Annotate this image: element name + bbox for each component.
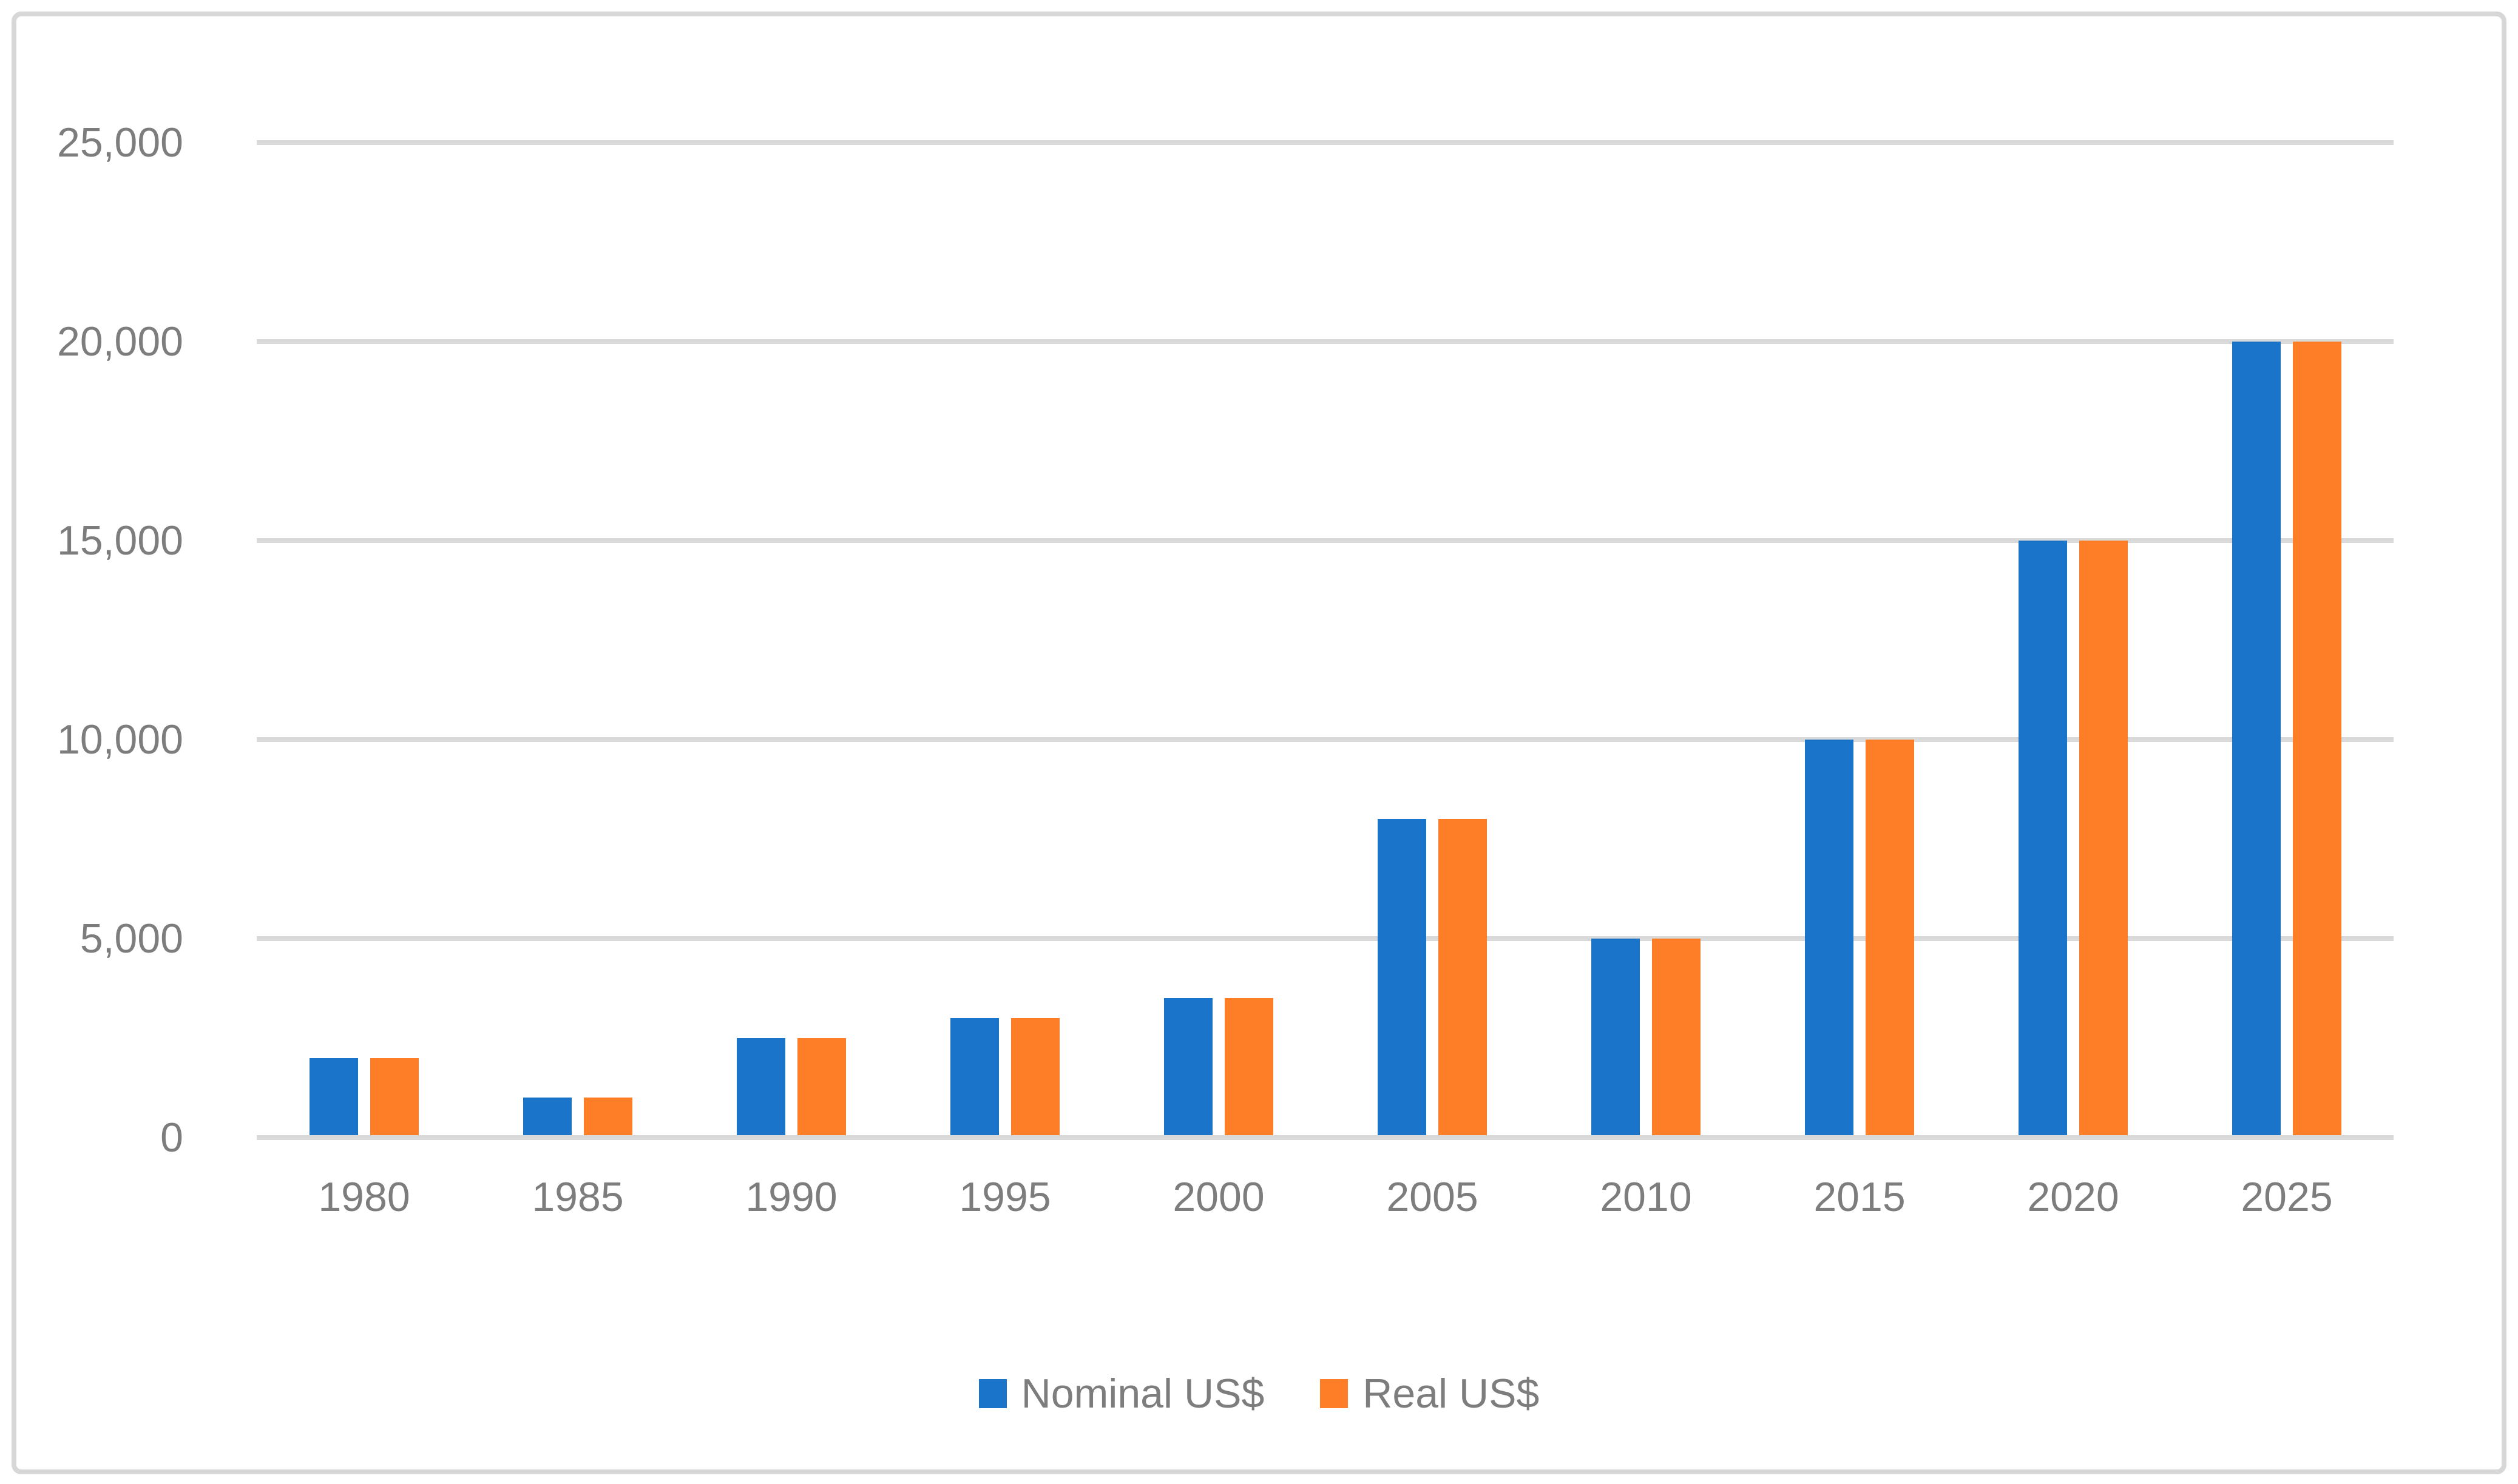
y-tick-label-20000: 20,000 [57,319,183,365]
x-tick-label-1990: 1990 [745,1174,838,1220]
bar-real-us--2020 [2079,541,2128,1135]
y-tick-label-15000: 15,000 [57,518,183,564]
bar-nominal-us--1990 [737,1038,785,1135]
legend-label-real: Real US$ [1362,1371,1540,1417]
bar-real-us--1985 [584,1098,632,1135]
y-tick-label-10000: 10,000 [57,717,183,763]
bar-real-us--2025 [2293,342,2341,1135]
bar-nominal-us--2010 [1591,939,1640,1135]
gridline-25000 [257,140,2394,145]
bar-nominal-us--1985 [523,1098,572,1135]
x-tick-label-2025: 2025 [2241,1174,2333,1220]
legend-marker-real [1320,1379,1349,1408]
x-tick-label-2005: 2005 [1386,1174,1478,1220]
bar-real-us--1995 [1011,1018,1060,1135]
bar-real-us--2010 [1652,939,1701,1135]
gridline-20000 [257,339,2394,344]
bar-nominal-us--1980 [310,1058,358,1135]
y-tick-label-25000: 25,000 [57,120,183,166]
bar-real-us--1980 [370,1058,419,1135]
x-tick-label-1980: 1980 [318,1174,410,1220]
y-tick-label-5000: 5,000 [80,916,183,962]
bar-nominal-us--2005 [1378,819,1426,1135]
legend-item-real: Real US$ [1320,1372,1539,1415]
bar-nominal-us--2025 [2232,342,2281,1135]
bar-real-us--2005 [1438,819,1487,1135]
bar-nominal-us--2020 [2019,541,2067,1135]
x-tick-label-1985: 1985 [532,1174,624,1220]
legend-label-nominal: Nominal US$ [1021,1371,1265,1417]
x-tick-label-2015: 2015 [1813,1174,1906,1220]
x-tick-label-1995: 1995 [959,1174,1051,1220]
x-tick-label-2010: 2010 [1600,1174,1692,1220]
bar-real-us--2015 [1866,740,1914,1135]
x-tick-label-2020: 2020 [2027,1174,2119,1220]
legend: Nominal US$ Real US$ [0,1372,2518,1415]
y-tick-label-0: 0 [160,1115,183,1161]
bar-nominal-us--2015 [1805,740,1853,1135]
bar-nominal-us--2000 [1164,998,1213,1135]
x-tick-label-2000: 2000 [1173,1174,1265,1220]
chart-frame-border [12,12,2506,1474]
legend-item-nominal: Nominal US$ [978,1371,1265,1417]
gridline-0 [257,1135,2394,1140]
bar-nominal-us--1995 [950,1018,999,1135]
bar-real-us--2000 [1225,998,1273,1135]
bar-real-us--1990 [797,1038,846,1135]
legend-marker-nominal [978,1379,1007,1408]
gridline-5000 [257,936,2394,941]
gridline-10000 [257,737,2394,742]
gridline-15000 [257,538,2394,543]
